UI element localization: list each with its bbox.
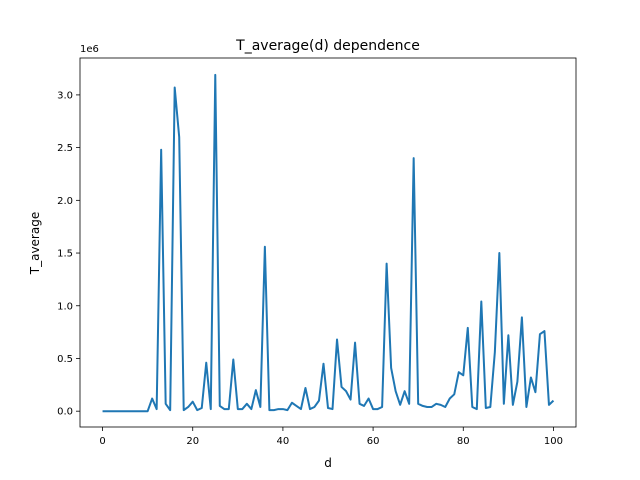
y-tick-label: 2.0	[57, 196, 73, 207]
x-tick-label: 100	[544, 436, 563, 447]
series-line-0	[102, 73, 555, 413]
y-axis-label: T_average	[28, 212, 42, 275]
x-axis-ticks: 0 20 40 60 80 100	[99, 427, 563, 447]
plot-area-frame	[79, 57, 577, 428]
y-tick-label: 1.5	[57, 249, 73, 260]
y-tick-label: 0.5	[57, 354, 73, 365]
plot-line-layer	[102, 73, 555, 413]
chart-title: T_average(d) dependence	[235, 38, 420, 54]
x-tick-label: 20	[186, 436, 199, 447]
y-axis-ticks: 0.0 0.5 1.0 1.5 2.0 2.5 3.0	[57, 90, 80, 418]
x-tick-label: 40	[277, 436, 290, 447]
y-tick-label: 3.0	[57, 90, 73, 101]
x-tick-label: 60	[367, 436, 380, 447]
x-tick-label: 80	[457, 436, 470, 447]
y-tick-label: 1.0	[57, 301, 73, 312]
x-axis-label: d	[324, 456, 332, 470]
y-tick-label: 0.0	[57, 407, 73, 418]
y-tick-label: 2.5	[57, 143, 73, 154]
x-tick-label: 0	[99, 436, 105, 447]
y-axis-offset-text: 1e6	[80, 44, 99, 55]
